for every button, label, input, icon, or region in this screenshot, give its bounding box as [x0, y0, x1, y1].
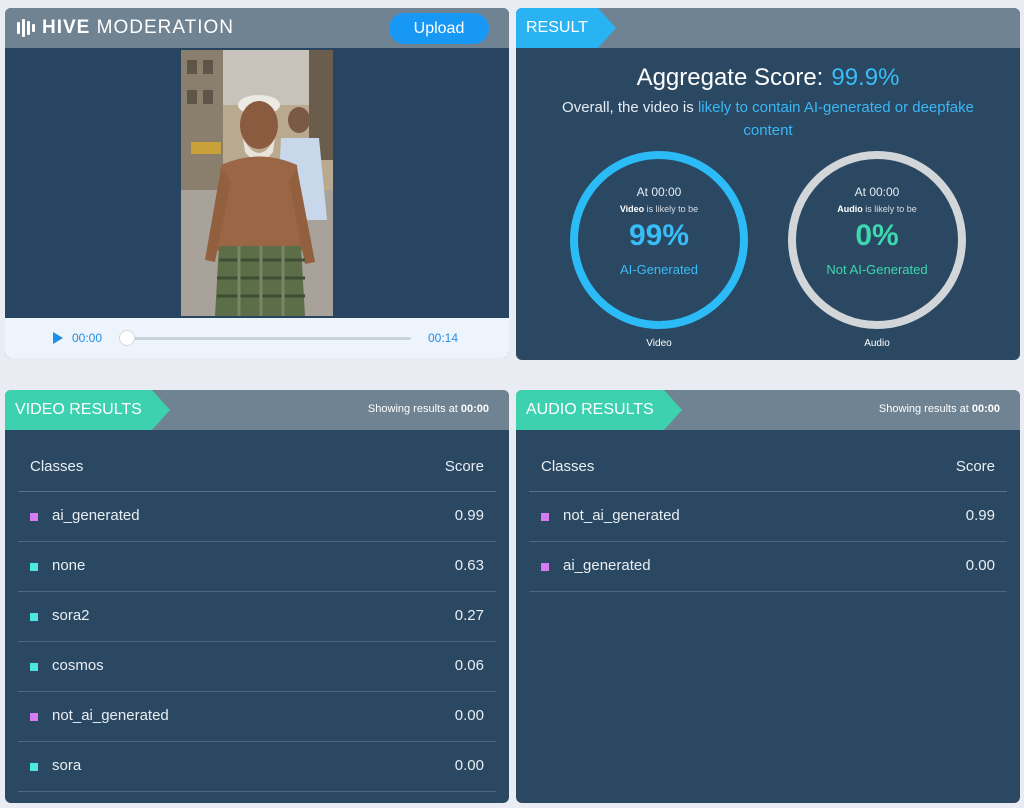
result-tag: RESULT [516, 8, 616, 48]
class-score: 0.27 [454, 607, 484, 624]
table-row: cosmos 0.06 [18, 642, 496, 692]
class-color-icon [30, 763, 38, 771]
aggregate-label: Aggregate Score: [636, 64, 824, 91]
column-classes: Classes [541, 458, 595, 475]
class-name: ai_generated [563, 557, 651, 574]
seek-bar[interactable] [127, 337, 411, 340]
video-gauge: At 00:00 Video is likely to be 99% AI-Ge… [570, 151, 748, 329]
video-thumbnail [181, 50, 333, 316]
duration: 00:14 [428, 331, 459, 345]
video-gauge-percent: 99% [628, 219, 690, 252]
table-row: ai_generated 0.00 [529, 542, 1007, 592]
video-gauge-caption: Video [646, 338, 672, 349]
video-player[interactable] [5, 48, 509, 318]
class-color-icon [30, 613, 38, 621]
overall-prefix: Overall, the video is [562, 99, 698, 116]
class-score: 0.00 [454, 707, 484, 724]
table-row: sora 0.00 [18, 742, 496, 792]
class-name: not_ai_generated [563, 507, 680, 524]
video-results-table: Classes Score ai_generated 0.99 none 0.63 so… [18, 450, 496, 792]
column-classes: Classes [30, 458, 84, 475]
table-row: none 0.63 [18, 542, 496, 592]
video-results-panel: VIDEO RESULTS Showing results at 00:00 C… [5, 390, 509, 803]
upload-button[interactable]: Upload [389, 13, 489, 44]
audio-gauge-time: At 00:00 [854, 185, 900, 199]
class-color-icon [30, 713, 38, 721]
class-color-icon [30, 663, 38, 671]
aggregate-score: Aggregate Score: 99.9% [516, 64, 1020, 92]
hive-bars-icon [17, 19, 35, 37]
brand-bold: HIVE [42, 17, 91, 38]
video-frame[interactable] [181, 50, 333, 316]
audio-gauge-percent: 0% [855, 219, 899, 252]
class-score: 0.99 [454, 507, 484, 524]
class-color-icon [30, 513, 38, 521]
table-header: Classes Score [529, 450, 1007, 492]
class-name: sora [52, 757, 82, 774]
table-row: not_ai_generated 0.00 [18, 692, 496, 742]
audio-gauge-label: Not AI-Generated [826, 262, 928, 277]
video-gauge-time: At 00:00 [636, 185, 682, 199]
class-color-icon [30, 563, 38, 571]
class-name: cosmos [52, 657, 104, 674]
audio-gauge: At 00:00 Audio is likely to be 0% Not AI… [788, 151, 966, 329]
result-panel: RESULT Aggregate Score: 99.9% Overall, th… [516, 8, 1020, 360]
class-name: sora2 [52, 607, 90, 624]
overall-highlight: likely to contain AI-generated or deepfa… [697, 99, 974, 139]
class-color-icon [541, 513, 549, 521]
table-row: sora2 0.27 [18, 592, 496, 642]
current-time: 00:00 [72, 331, 103, 345]
overall-summary: Overall, the video is likely to contain … [536, 96, 1000, 142]
class-name: none [52, 557, 86, 574]
play-icon[interactable] [53, 332, 63, 344]
class-score: 0.06 [454, 657, 484, 674]
audio-results-table: Classes Score not_ai_generated 0.99 ai_gen… [529, 450, 1007, 592]
class-name: not_ai_generated [52, 707, 169, 724]
player-controls: 00:00 00:14 [5, 318, 509, 358]
class-score: 0.99 [965, 507, 995, 524]
hive-logo: HIVE MODERATION [17, 17, 234, 39]
table-row: not_ai_generated 0.99 [529, 492, 1007, 542]
audio-gauge-caption: Audio [864, 338, 890, 349]
class-color-icon [541, 563, 549, 571]
class-score: 0.00 [965, 557, 995, 574]
brand-thin: MODERATION [96, 17, 235, 38]
video-showing-results: Showing results at 00:00 [367, 403, 489, 415]
aggregate-value: 99.9% [831, 64, 900, 91]
audio-gauge-likely: Audio is likely to be [837, 204, 917, 214]
class-name: ai_generated [52, 507, 140, 524]
class-score: 0.00 [454, 757, 484, 774]
video-results-tag: VIDEO RESULTS [5, 390, 170, 430]
class-score: 0.63 [454, 557, 484, 574]
video-gauge-label: AI-Generated [619, 262, 699, 277]
table-header: Classes Score [18, 450, 496, 492]
audio-showing-results: Showing results at 00:00 [878, 403, 1000, 415]
column-score: Score [955, 458, 995, 475]
column-score: Score [444, 458, 484, 475]
video-gauge-likely: Video is likely to be [619, 204, 699, 214]
upload-panel: HIVE MODERATION Upload [5, 8, 509, 358]
table-row: ai_generated 0.99 [18, 492, 496, 542]
seek-handle[interactable] [119, 330, 135, 346]
audio-results-panel: AUDIO RESULTS Showing results at 00:00 C… [516, 390, 1020, 803]
audio-results-tag: AUDIO RESULTS [516, 390, 682, 430]
